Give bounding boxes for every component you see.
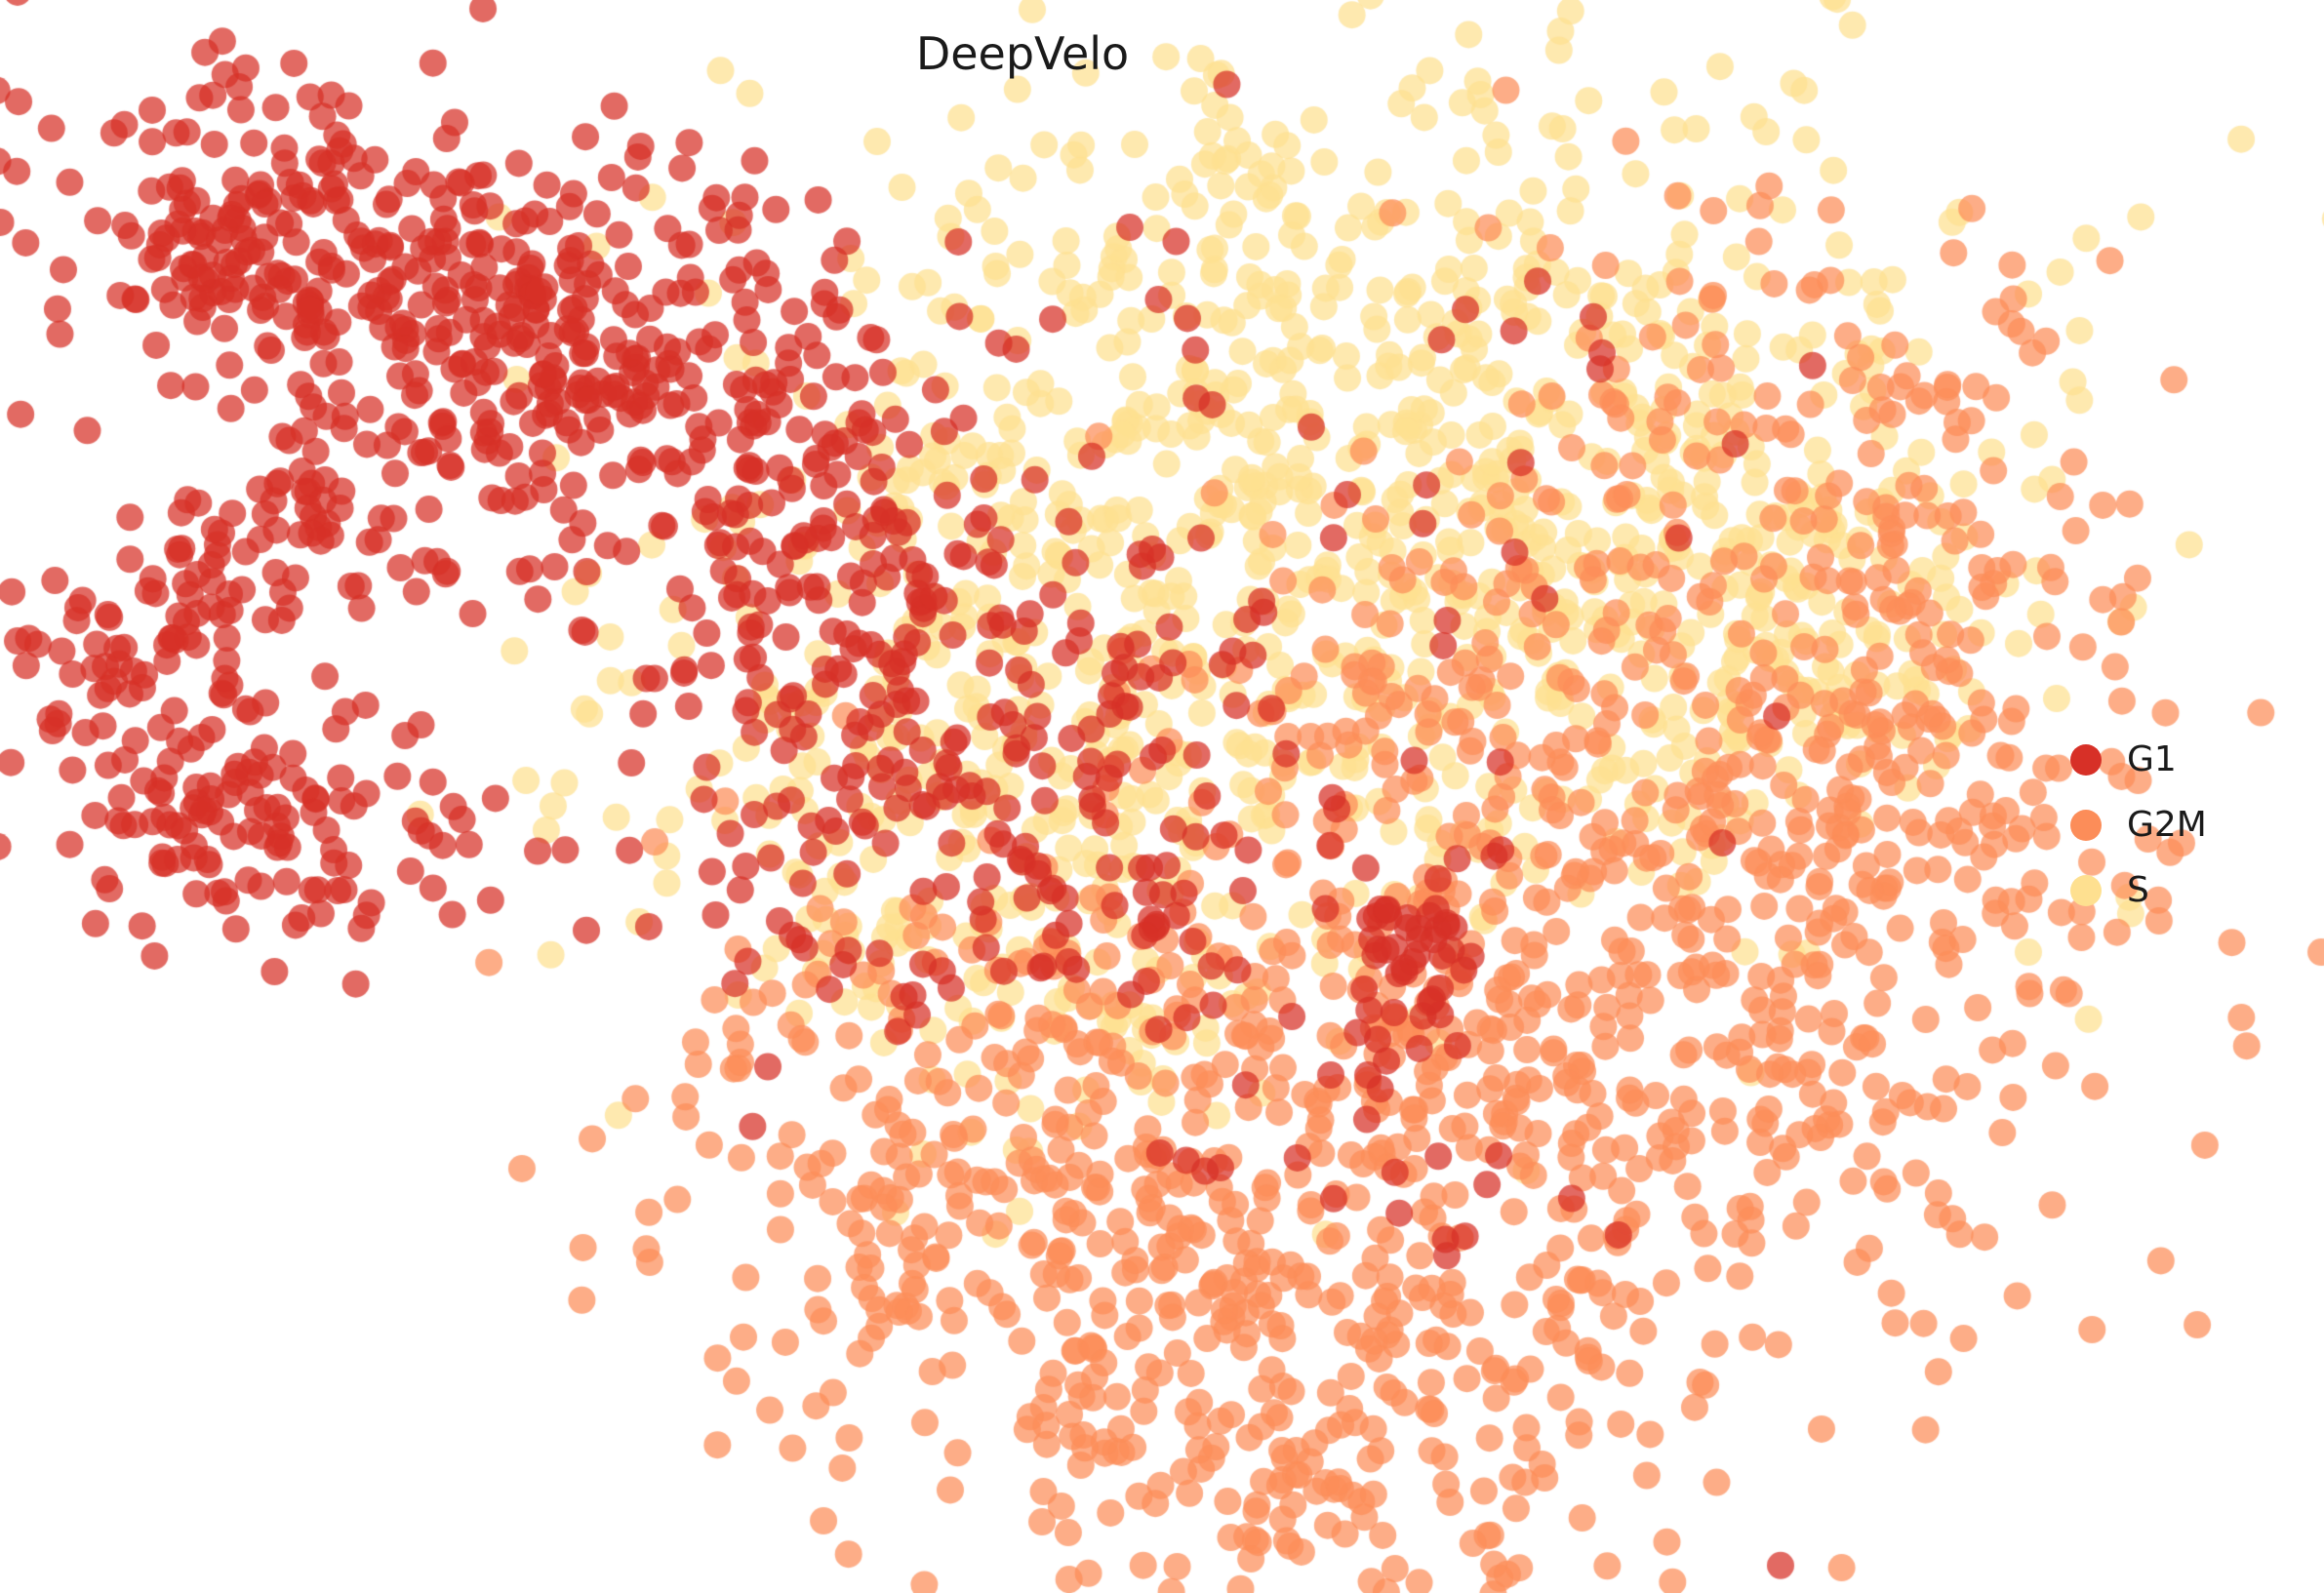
legend-item-g1: G1 [2070,739,2207,779]
legend-marker-g1-icon [2070,743,2102,776]
legend-label-s: S [2127,870,2149,910]
legend-marker-g2m-icon [2070,809,2102,841]
legend-item-g2m: G2M [2070,805,2207,845]
legend-marker-s-icon [2070,874,2102,906]
legend-label-g2m: G2M [2127,805,2207,845]
chart-title: DeepVelo [915,27,1130,80]
legend: G1 G2M S [2070,739,2207,910]
legend-label-g1: G1 [2127,739,2177,779]
legend-item-s: S [2070,870,2207,910]
